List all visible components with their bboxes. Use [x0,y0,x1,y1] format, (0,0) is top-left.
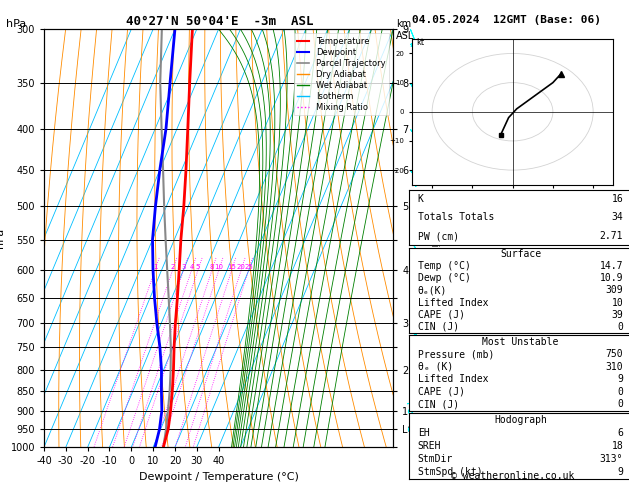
Text: 310: 310 [606,362,623,372]
Text: 9: 9 [617,374,623,384]
Text: 10: 10 [611,297,623,308]
Text: © weatheronline.co.uk: © weatheronline.co.uk [451,471,574,481]
Text: θₑ (K): θₑ (K) [418,362,453,372]
Text: 2.71: 2.71 [599,231,623,241]
Text: 39: 39 [611,310,623,320]
Text: 0: 0 [617,387,623,397]
Text: 750: 750 [606,349,623,359]
X-axis label: Dewpoint / Temperature (°C): Dewpoint / Temperature (°C) [138,472,299,482]
Text: 8: 8 [210,264,214,270]
Text: 14.7: 14.7 [599,261,623,271]
Text: 16: 16 [611,194,623,204]
Text: PW (cm): PW (cm) [418,231,459,241]
Text: Lifted Index: Lifted Index [418,374,488,384]
Text: Totals Totals: Totals Totals [418,212,494,223]
Text: Lifted Index: Lifted Index [418,297,488,308]
Text: CAPE (J): CAPE (J) [418,310,465,320]
Text: 313°: 313° [599,454,623,464]
Legend: Temperature, Dewpoint, Parcel Trajectory, Dry Adiabat, Wet Adiabat, Isotherm, Mi: Temperature, Dewpoint, Parcel Trajectory… [294,34,389,116]
Text: 10.9: 10.9 [599,273,623,283]
Text: km
ASL: km ASL [396,19,415,41]
Text: 0: 0 [617,399,623,409]
Text: 04.05.2024  12GMT (Base: 06): 04.05.2024 12GMT (Base: 06) [412,15,601,25]
Text: 309: 309 [606,285,623,295]
Y-axis label: hPa: hPa [0,228,5,248]
Text: Surface: Surface [500,249,541,259]
Text: Pressure (mb): Pressure (mb) [418,349,494,359]
Text: SREH: SREH [418,441,442,451]
Text: 40°27'N 50°04'E  -3m  ASL: 40°27'N 50°04'E -3m ASL [126,15,314,28]
Text: CAPE (J): CAPE (J) [418,387,465,397]
Text: StmSpd (kt): StmSpd (kt) [418,467,482,477]
Text: CIN (J): CIN (J) [418,399,459,409]
Text: 5: 5 [196,264,200,270]
Text: K: K [418,194,424,204]
Text: 6: 6 [617,428,623,438]
Text: EH: EH [418,428,430,438]
Text: θₑ(K): θₑ(K) [418,285,447,295]
Text: kt: kt [416,38,424,47]
Text: 9: 9 [617,467,623,477]
Text: 15: 15 [227,264,237,270]
Text: Dewp (°C): Dewp (°C) [418,273,470,283]
Text: Most Unstable: Most Unstable [482,337,559,347]
Text: Hodograph: Hodograph [494,415,547,425]
Text: 10: 10 [214,264,223,270]
Text: 34: 34 [611,212,623,223]
Text: 3: 3 [181,264,186,270]
Text: 20: 20 [237,264,246,270]
Text: 25: 25 [244,264,253,270]
Text: 0: 0 [617,322,623,332]
Text: 4: 4 [189,264,194,270]
Text: CIN (J): CIN (J) [418,322,459,332]
Text: 2: 2 [170,264,175,270]
Y-axis label: Mixing Ratio (g/kg): Mixing Ratio (g/kg) [430,192,439,284]
Text: StmDir: StmDir [418,454,453,464]
Text: 1: 1 [153,264,157,270]
Text: 18: 18 [611,441,623,451]
Text: hPa: hPa [6,19,26,30]
Text: Temp (°C): Temp (°C) [418,261,470,271]
